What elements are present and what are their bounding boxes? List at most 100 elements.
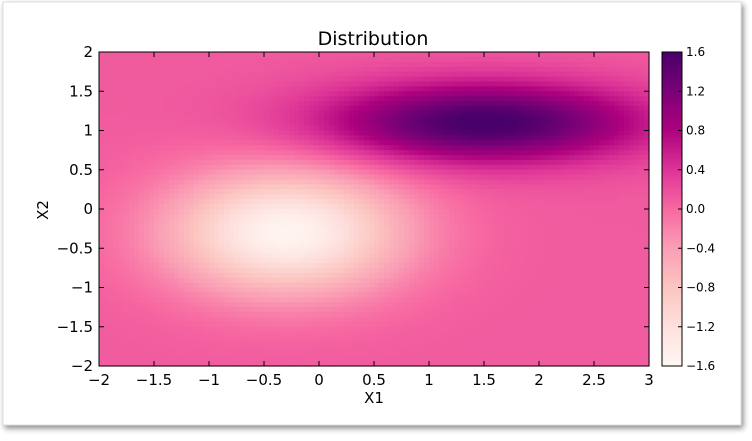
heatmap-cell [644,110,650,117]
heatmap-cell [169,213,175,220]
heatmap-cell [544,262,550,269]
heatmap-cell [319,135,325,141]
heatmap-cell [644,262,650,269]
heatmap-cell [599,262,605,269]
heatmap-cell [254,228,260,235]
heatmap-cell [419,155,425,161]
heatmap-cell [484,66,490,73]
heatmap-cell [259,125,265,132]
heatmap-cell [424,209,430,215]
heatmap-cell [494,150,500,156]
heatmap-cell [219,179,225,186]
heatmap-cell [564,155,570,161]
heatmap-cell [229,120,235,127]
heatmap-cell [254,140,260,146]
heatmap-cell [269,110,275,117]
heatmap-cell [109,223,115,230]
heatmap-cell [384,184,390,190]
heatmap-cell [599,179,605,186]
heatmap-cell [239,155,245,161]
heatmap-cell [549,86,555,92]
heatmap-cell [249,130,255,137]
heatmap-cell [644,52,650,58]
heatmap-cell [404,267,410,274]
heatmap-cell [574,66,580,73]
heatmap-cell [169,272,175,279]
heatmap-cell [194,272,200,279]
heatmap-cell [299,248,305,254]
heatmap-cell [184,179,190,186]
heatmap-cell [599,105,605,112]
heatmap-cell [109,155,115,161]
heatmap-cell [159,258,165,264]
heatmap-cell [549,110,555,117]
heatmap-cell [99,272,105,279]
heatmap-cell [334,243,340,249]
heatmap-cell [549,125,555,132]
heatmap-cell [459,105,465,112]
heatmap-cell [439,96,445,102]
heatmap-cell [134,218,140,225]
heatmap-cell [629,76,635,83]
heatmap-cell [404,238,410,244]
heatmap-cell [164,184,170,190]
heatmap-cell [414,233,420,240]
heatmap-cell [199,179,205,186]
heatmap-cell [114,213,120,220]
heatmap-cell [154,174,160,181]
heatmap-cell [419,204,425,210]
heatmap-cell [494,81,500,87]
heatmap-cell [464,110,470,117]
heatmap-cell [114,228,120,235]
heatmap-cell [644,115,650,122]
heatmap-cell [279,110,285,117]
heatmap-cell [259,120,265,127]
heatmap-cell [534,223,540,230]
heatmap-cell [509,194,515,200]
heatmap-cell [544,155,550,161]
heatmap-cell [249,135,255,141]
heatmap-cell [459,125,465,132]
heatmap-cell [539,213,545,220]
heatmap-cell [554,174,560,181]
heatmap-cell [569,86,575,92]
heatmap-cell [424,233,430,240]
heatmap-cell [384,164,390,171]
heatmap-cell [519,218,525,225]
heatmap-cell [439,140,445,146]
heatmap-cell [504,105,510,112]
heatmap-cell [484,174,490,181]
heatmap-cell [274,61,280,68]
heatmap-cell [399,238,405,244]
heatmap-cell [369,130,375,137]
heatmap-cell [134,179,140,186]
heatmap-cell [444,71,450,78]
heatmap-cell [224,189,230,195]
heatmap-cell [364,115,370,122]
heatmap-cell [624,209,630,215]
heatmap-cell [199,81,205,87]
heatmap-cell [394,213,400,220]
heatmap-cell [499,115,505,122]
heatmap-cell [139,174,145,181]
heatmap-cell [424,150,430,156]
heatmap-cell [134,228,140,235]
heatmap-cell [214,179,220,186]
heatmap-cell [549,248,555,254]
heatmap-cell [414,228,420,235]
heatmap-cell [114,52,120,58]
heatmap-cell [359,150,365,156]
heatmap-cell [104,56,110,63]
heatmap-cell [564,253,570,259]
heatmap-cell [644,228,650,235]
heatmap-cell [184,272,190,279]
heatmap-cell [589,218,595,225]
heatmap-cell [294,248,300,254]
heatmap-cell [439,115,445,122]
heatmap-cell [234,150,240,156]
heatmap-cell [274,96,280,102]
heatmap-cell [464,238,470,244]
heatmap-cell [644,61,650,68]
heatmap-cell [534,52,540,58]
heatmap-cell [324,223,330,230]
